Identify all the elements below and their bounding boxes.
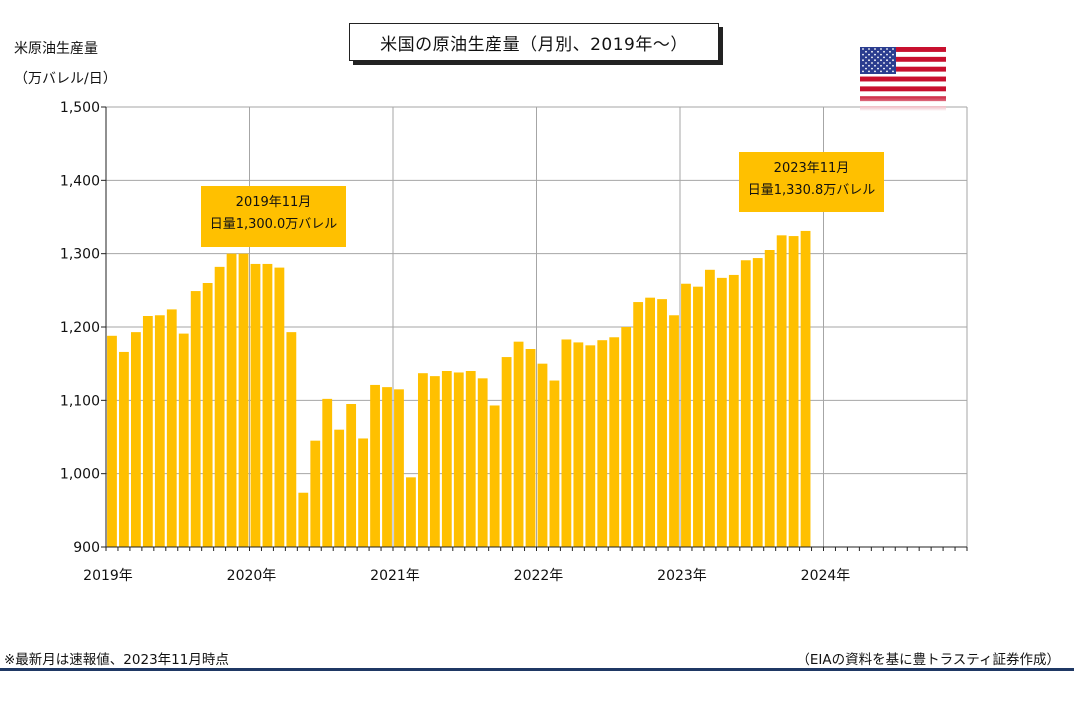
- bar: [657, 299, 667, 547]
- chart-axes: [101, 106, 968, 551]
- bar: [394, 389, 404, 547]
- bar: [728, 274, 739, 547]
- annotation-date: 2023年11月: [773, 161, 850, 176]
- bottom-rule: [0, 668, 1074, 671]
- x-tick-label: 2019年: [83, 568, 133, 584]
- y-tick-label: 900: [73, 540, 100, 556]
- bar: [441, 371, 452, 547]
- bar: [119, 351, 129, 547]
- bar: [154, 315, 165, 547]
- x-tick-label: 2020年: [227, 568, 277, 584]
- bar: [334, 429, 345, 547]
- bar: [561, 339, 572, 547]
- chart-bars: [107, 230, 811, 548]
- bar: [417, 373, 428, 547]
- y-tick-label: 1,200: [60, 320, 100, 336]
- bar: [776, 235, 787, 548]
- bar: [346, 404, 357, 547]
- us-flag-icon: [860, 47, 946, 111]
- bar: [489, 405, 500, 547]
- bar: [716, 277, 727, 547]
- bar: [166, 309, 177, 547]
- bar: [549, 380, 560, 547]
- bar: [693, 286, 703, 547]
- y-tick-label: 1,000: [60, 467, 100, 483]
- bar: [525, 349, 536, 547]
- bar: [130, 332, 141, 547]
- bar: [597, 340, 608, 547]
- bar: [358, 438, 369, 547]
- x-tick-label: 2023年: [657, 568, 707, 584]
- bar: [621, 327, 632, 547]
- y-tick-label: 1,400: [60, 173, 100, 189]
- annotation-2023-11: 2023年11月 日量1,330.8万バレル: [739, 152, 884, 212]
- bar: [202, 283, 213, 547]
- y-tick-label: 1,300: [60, 247, 100, 263]
- x-tick-label: 2022年: [514, 568, 564, 584]
- x-tick-label: 2021年: [370, 568, 420, 584]
- bar: [465, 371, 476, 547]
- bar: [645, 297, 656, 547]
- bar: [298, 492, 309, 547]
- annotation-date: 2019年11月: [235, 195, 312, 210]
- bar: [681, 283, 691, 547]
- chart-tick-labels: 900 1,000 1,100 1,200 1,300 1,400 1,500 2019年 20…: [60, 100, 850, 584]
- bar: [226, 253, 237, 547]
- bar: [585, 345, 596, 547]
- bar: [370, 384, 380, 547]
- bar: [669, 315, 679, 547]
- bar: [107, 335, 117, 547]
- bar: [310, 440, 321, 547]
- bar: [238, 253, 249, 547]
- annotation-value: 日量1,300.0万バレル: [209, 217, 338, 232]
- footnote-source: （EIAの資料を基に豊トラスティ証券作成）: [796, 652, 1060, 668]
- bar: [764, 250, 775, 547]
- bar: [429, 376, 440, 547]
- bar: [274, 267, 285, 547]
- bar: [573, 342, 584, 547]
- footnote-left: ※最新月は速報値、2023年11月時点: [4, 652, 229, 668]
- bar: [262, 263, 273, 547]
- bar: [382, 387, 392, 547]
- bar: [609, 337, 620, 547]
- bar: [704, 269, 715, 547]
- bar: [286, 332, 297, 547]
- bar: [477, 378, 488, 547]
- bar: [537, 363, 548, 547]
- bar: [788, 236, 799, 548]
- x-tick-label: 2024年: [801, 568, 851, 584]
- bar: [142, 316, 153, 547]
- bar: [190, 291, 201, 547]
- annotation-value: 日量1,330.8万バレル: [747, 183, 876, 198]
- bar: [633, 302, 644, 547]
- y-tick-label: 1,500: [60, 100, 100, 116]
- y-axis-label: 米原油生産量: [14, 41, 98, 57]
- bar: [250, 263, 261, 547]
- bar: [453, 372, 464, 547]
- chart-title: 米国の原油生産量（月別、2019年～）: [349, 23, 719, 61]
- y-axis-unit: （万バレル/日）: [14, 71, 117, 87]
- bar: [752, 258, 763, 547]
- bar: [178, 333, 189, 547]
- bar: [214, 266, 225, 547]
- bar: [740, 260, 751, 547]
- bar: [501, 357, 512, 547]
- y-tick-label: 1,100: [60, 393, 100, 409]
- bar: [800, 230, 811, 547]
- bar: [322, 398, 333, 547]
- bar: [406, 477, 416, 547]
- bar: [513, 341, 524, 547]
- annotation-2019-11: 2019年11月 日量1,300.0万バレル: [201, 186, 346, 247]
